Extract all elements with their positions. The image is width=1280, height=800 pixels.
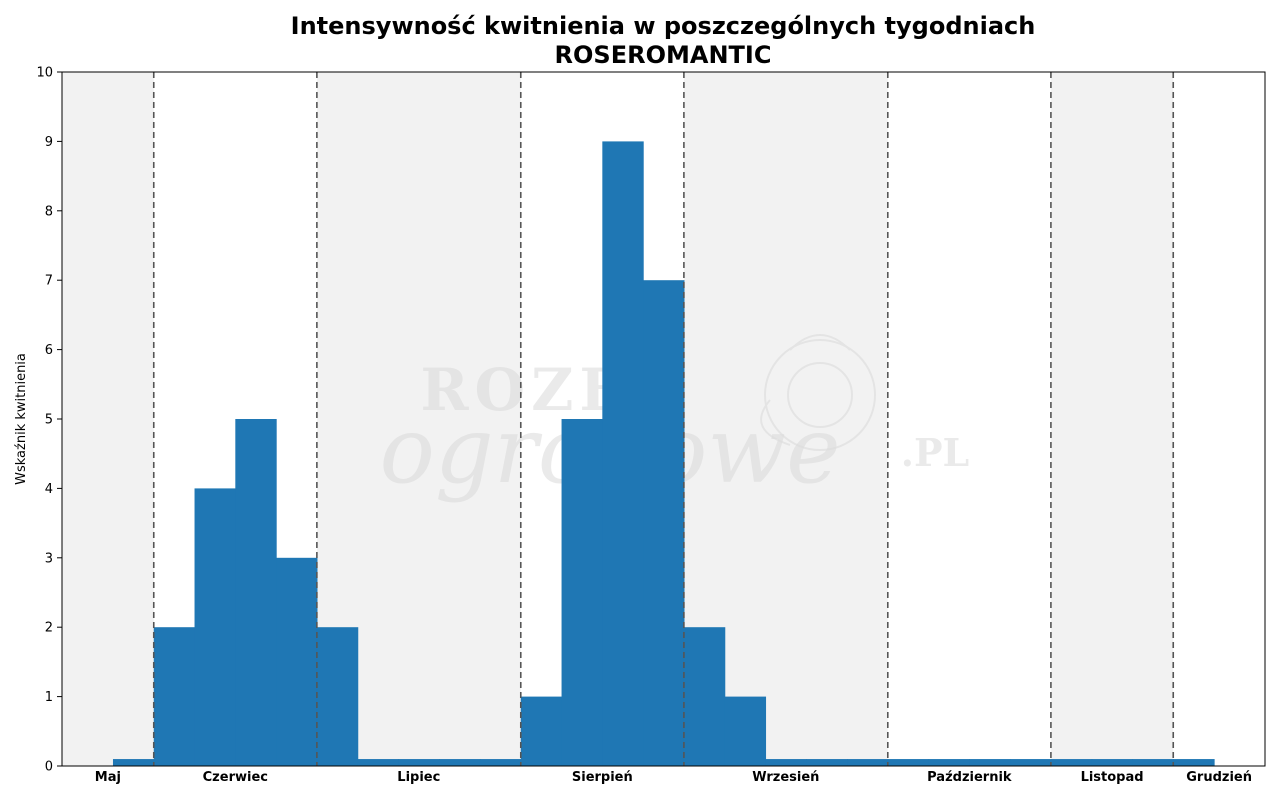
y-tick-label-7: 7	[45, 274, 53, 289]
bar-week-6	[316, 627, 359, 766]
bar-week-17	[765, 759, 807, 766]
y-tick-label-9: 9	[45, 135, 53, 150]
month-label-3: Sierpień	[572, 770, 633, 785]
month-label-6: Listopad	[1081, 770, 1144, 785]
month-label-5: Październik	[927, 770, 1012, 785]
bar-week-24	[1050, 759, 1093, 766]
bar-week-7	[357, 759, 400, 766]
month-shade-6	[1050, 72, 1174, 766]
bar-week-8	[398, 759, 440, 766]
chart-title-line1: Intensywność kwitnienia w poszczególnych…	[291, 12, 1036, 40]
bar-week-9	[439, 759, 481, 766]
y-axis-label: Wskaźnik kwitnienia	[14, 353, 29, 485]
bar-week-18	[806, 759, 848, 766]
bar-week-14	[643, 280, 685, 766]
bar-week-13	[602, 141, 644, 766]
bar-week-10	[479, 759, 522, 766]
month-label-4: Wrzesień	[752, 770, 819, 785]
y-axis-ticks: 0 1 2 3 4 5 6 7 8 9 10	[36, 66, 62, 775]
bar-week-23	[1010, 759, 1052, 766]
month-label-0: Maj	[95, 770, 121, 785]
bar-week-26	[1132, 759, 1174, 766]
y-tick-label-0: 0	[45, 760, 53, 775]
watermark-line1: ROZE	[420, 356, 629, 424]
month-label-1: Czerwiec	[203, 770, 268, 785]
bar-week-19	[847, 759, 889, 766]
y-tick-label-2: 2	[45, 621, 53, 636]
y-tick-label-8: 8	[45, 204, 53, 219]
bar-week-11	[520, 696, 563, 766]
bar-week-25	[1091, 759, 1134, 766]
bar-week-22	[969, 759, 1011, 766]
watermark-rose-icon	[760, 334, 876, 451]
bar-week-4	[235, 419, 277, 766]
y-tick-label-1: 1	[45, 690, 53, 705]
bar-week-27	[1173, 759, 1215, 766]
y-tick-label-10: 10	[36, 66, 53, 81]
bar-week-2	[153, 627, 196, 766]
bar-week-3	[194, 488, 236, 766]
bar-week-16	[724, 696, 767, 766]
y-tick-label-3: 3	[45, 551, 53, 566]
month-label-7: Grudzień	[1186, 770, 1252, 785]
bar-week-1	[112, 759, 155, 766]
month-label-2: Lipiec	[397, 770, 440, 785]
month-shade-0	[62, 72, 154, 766]
month-shading	[62, 72, 1174, 766]
bar-week-15	[683, 627, 726, 766]
bar-week-20	[887, 759, 930, 766]
month-dividers	[152, 72, 1175, 766]
y-tick-label-4: 4	[45, 482, 53, 497]
bars	[112, 141, 1215, 766]
bar-week-12	[561, 419, 603, 766]
y-tick-label-6: 6	[45, 343, 53, 358]
month-labels: Maj Czerwiec Lipiec Sierpień Wrzesień Paździe…	[95, 770, 1252, 785]
bar-week-21	[928, 759, 970, 766]
y-tick-label-5: 5	[45, 413, 53, 428]
watermark-suffix: .PL	[901, 430, 970, 475]
bar-week-5	[276, 557, 318, 766]
chart-title-line2: ROSEROMANTIC	[555, 41, 772, 69]
